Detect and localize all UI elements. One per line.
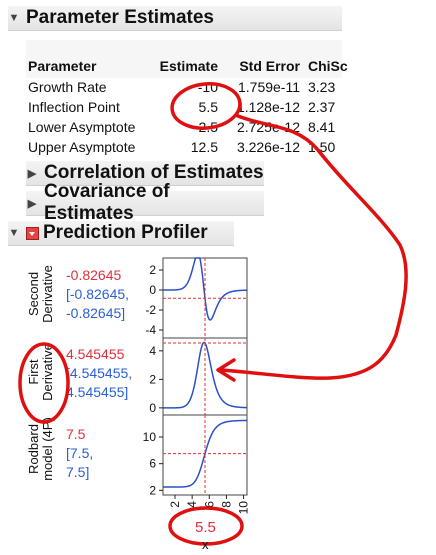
- row-name: Upper Asymptote: [28, 139, 136, 155]
- prediction-profiler-header[interactable]: ▼ Prediction Profiler: [8, 221, 234, 246]
- x-tick-label: 2: [168, 501, 182, 508]
- parameter-estimates-table: Parameter Estimate Std Error ChiSc Growt…: [26, 55, 354, 157]
- annotation-circle-estimate: [170, 82, 242, 130]
- row-chisq: 2.37: [308, 99, 336, 115]
- annotation-arrowhead: [216, 358, 236, 382]
- first-derivative-tick-label: 4: [149, 344, 156, 358]
- second-derivative-tick-label: -2: [145, 303, 156, 317]
- col-chisq[interactable]: ChiSc: [308, 58, 348, 74]
- collapse-triangle-icon[interactable]: ▼: [8, 227, 20, 239]
- second-derivative-ci-upper: -0.82645]: [66, 305, 126, 321]
- model-tick-label: 2: [149, 483, 156, 497]
- row-stderr: 1.128e-12: [236, 99, 300, 115]
- col-estimate[interactable]: Estimate: [159, 58, 218, 74]
- first-derivative-tick-label: 2: [149, 372, 156, 386]
- table-row: Inflection Point 5.5 1.128e-12 2.37: [26, 97, 354, 117]
- second-derivative-values: -0.82645 [-0.82645, -0.82645]: [66, 266, 129, 323]
- parameter-estimates-title: Parameter Estimates: [26, 7, 214, 28]
- table-row: Upper Asymptote 12.5 3.226e-12 1.50: [26, 137, 354, 157]
- parameter-estimates-header[interactable]: ▼ Parameter Estimates: [8, 6, 342, 31]
- annotation-circle-x-value: [168, 506, 244, 546]
- model-tick-label: 6: [149, 457, 156, 471]
- x-tick-label: 6: [202, 501, 216, 508]
- row-stderr: 2.725e-12: [236, 119, 300, 135]
- row-stderr: 1.759e-11: [237, 79, 300, 95]
- second-derivative-tick-label: -4: [145, 323, 156, 337]
- first-derivative-ci-upper: 4.545455]: [66, 384, 129, 400]
- second-derivative-tick-label: 2: [149, 263, 156, 277]
- table-header-row: Parameter Estimate Std Error ChiSc: [26, 55, 354, 77]
- model-values: 7.5 [7.5, 7.5]: [66, 425, 93, 482]
- x-tick-label: 10: [237, 501, 251, 515]
- collapse-triangle-icon[interactable]: ▼: [8, 12, 20, 24]
- covariance-header[interactable]: ▶ Covariance of Estimates: [26, 181, 264, 224]
- correlation-title: Correlation of Estimates: [44, 162, 264, 183]
- row-chisq: 8.41: [308, 119, 336, 135]
- model-value[interactable]: 7.5: [66, 426, 86, 442]
- first-derivative-tick-label: 0: [149, 401, 156, 415]
- model-ci-lower: [7.5,: [66, 445, 94, 461]
- expand-triangle-icon[interactable]: ▶: [27, 167, 37, 180]
- first-derivative-values: 4.545455 [4.545455, 4.545455]: [66, 345, 132, 402]
- annotation-arrow-line: [220, 114, 408, 380]
- row-chisq: 3.23: [308, 79, 336, 95]
- col-parameter[interactable]: Parameter: [28, 58, 97, 74]
- covariance-title: Covariance of Estimates: [43, 181, 170, 224]
- second-derivative-value[interactable]: -0.82645: [66, 267, 122, 283]
- x-tick-label: 8: [219, 501, 233, 508]
- second-derivative-ci-lower: [-0.82645,: [66, 286, 130, 302]
- row-stderr: 3.226e-12: [236, 139, 300, 155]
- annotation-circle-first-derivative: [18, 342, 70, 424]
- table-header-bg: [26, 40, 342, 78]
- row-name: Inflection Point: [28, 99, 120, 115]
- first-derivative-ci-lower: [4.545455,: [66, 365, 133, 381]
- prediction-profiler-title: Prediction Profiler: [43, 222, 208, 243]
- row-estimate: 12.5: [190, 139, 218, 155]
- model-ci-upper: 7.5]: [66, 464, 90, 480]
- model-tick-label: 10: [143, 430, 157, 444]
- row-chisq: 1.50: [308, 139, 336, 155]
- col-std-error[interactable]: Std Error: [239, 58, 300, 74]
- second-derivative-tick-label: 0: [149, 283, 156, 297]
- x-axis-label: x: [202, 537, 209, 552]
- expand-triangle-icon[interactable]: ▶: [27, 197, 37, 210]
- correlation-header[interactable]: ▶ Correlation of Estimates: [26, 161, 264, 186]
- row-name: Growth Rate: [28, 79, 107, 95]
- row-name: Lower Asymptote: [28, 119, 136, 135]
- first-derivative-value[interactable]: 4.545455: [66, 346, 125, 362]
- x-tick-label: 4: [185, 501, 199, 508]
- x-current-value[interactable]: 5.5: [195, 519, 216, 536]
- red-triangle-menu-icon[interactable]: [26, 226, 39, 240]
- row-estimate: 5.5: [198, 99, 218, 115]
